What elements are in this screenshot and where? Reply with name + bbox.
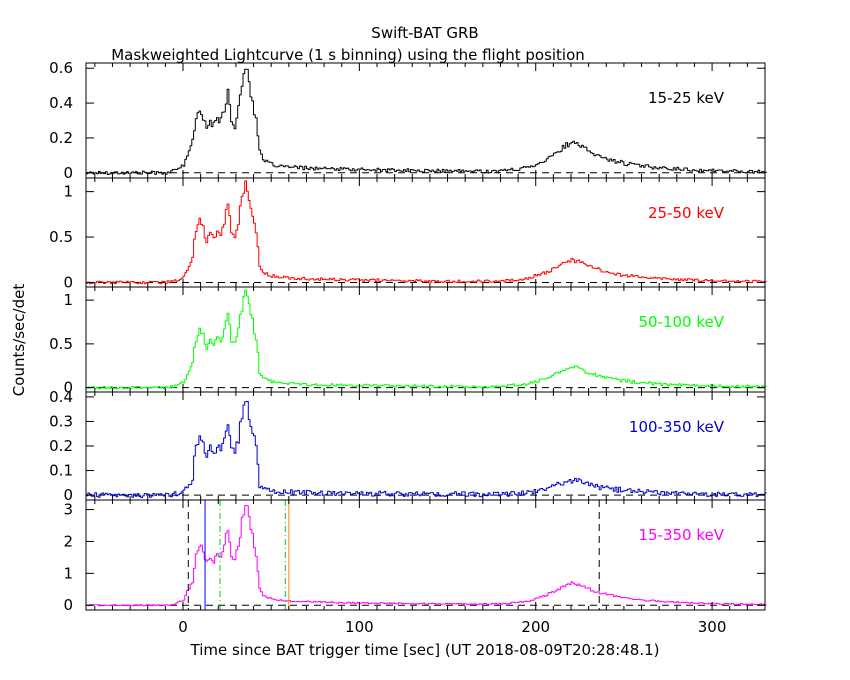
- y-tick-label: 0: [63, 379, 73, 397]
- y-tick-label: 0.1: [49, 462, 73, 480]
- lightcurve-100-350-kev: [86, 401, 767, 498]
- panel-100-350-kev: 0 0.1 0.2 0.3 0.4 100-350 keV: [49, 388, 767, 504]
- y-axis-label: Counts/sec/det: [10, 284, 28, 397]
- y-tick-label: 0: [63, 486, 73, 504]
- y-tick-label: 1: [63, 183, 73, 201]
- band-label-15-25-kev: 15-25 keV: [648, 89, 725, 107]
- panel-frame: [85, 286, 766, 393]
- y-tick-label: 0.5: [49, 335, 73, 353]
- panel-15-25-kev: 0 0.2 0.4 0.6 15-25 keV: [49, 59, 767, 182]
- y-tick-label: 2: [63, 532, 73, 550]
- panel-stack: 0 0.2 0.4 0.6 15-25 keV 0 0.5 1 25-50 keV 0 0.5 1 50…: [49, 59, 767, 636]
- x-tick-label: 0: [178, 618, 188, 636]
- y-tick-label: 0: [63, 164, 73, 182]
- panel-frame: [85, 62, 766, 179]
- panel-15-350-kev: 0 1 2 3 15-350 keV: [63, 499, 767, 614]
- band-label-25-50-kev: 25-50 keV: [648, 204, 725, 222]
- y-tick-label: 0: [63, 596, 73, 614]
- y-tick-label: 3: [63, 501, 73, 519]
- y-tick-label: 0.5: [49, 228, 73, 246]
- panel-25-50-kev: 0 0.5 1 25-50 keV: [49, 177, 767, 291]
- panel-50-100-kev: 0 0.5 1 50-100 keV: [49, 286, 767, 397]
- x-tick-label: 200: [521, 618, 550, 636]
- band-label-15-350-kev: 15-350 keV: [638, 526, 724, 544]
- panel-frame: [85, 499, 766, 611]
- y-tick-label: 0.2: [49, 129, 73, 147]
- y-tick-label: 0.4: [49, 388, 73, 406]
- y-tick-label: 0: [63, 273, 73, 291]
- y-tick-label: 1: [63, 291, 73, 309]
- y-tick-label: 0.3: [49, 412, 73, 430]
- lightcurve-15-25-kev: [86, 68, 767, 175]
- x-tick-label: 100: [345, 618, 374, 636]
- x-tick-label: 300: [698, 618, 727, 636]
- chart-subtitle: Maskweighted Lightcurve (1 s binning) us…: [111, 46, 585, 64]
- lightcurve-15-350-kev: [86, 505, 767, 607]
- chart-title: Swift-BAT GRB: [371, 24, 478, 42]
- y-tick-label: 0.2: [49, 437, 73, 455]
- band-label-100-350-kev: 100-350 keV: [629, 418, 725, 436]
- y-tick-label: 0.6: [49, 59, 73, 77]
- lightcurve-25-50-kev: [86, 180, 767, 285]
- panel-frame: [85, 391, 766, 501]
- band-label-50-100-kev: 50-100 keV: [638, 313, 724, 331]
- lightcurve-50-100-kev: [86, 289, 767, 390]
- y-tick-label: 1: [63, 564, 73, 582]
- x-axis-label: Time since BAT trigger time [sec] (UT 20…: [190, 641, 660, 659]
- y-tick-label: 0.4: [49, 94, 73, 112]
